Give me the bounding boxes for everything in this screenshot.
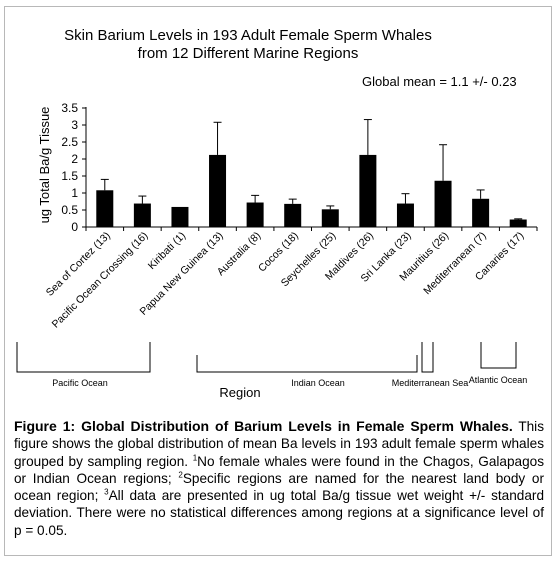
caption-text-a: This figure shows the global distributio… [14,419,544,469]
bar [434,180,452,227]
global-mean-annotation: Global mean = 1.1 +/- 0.23 [362,74,517,89]
x-tick-label: Sea of Cortez (13) [44,230,113,299]
x-axis-label: Region [219,385,260,400]
y-tick-label: 1.5 [61,169,78,183]
bar [359,154,377,227]
footnote-marker-1: 1 [192,453,198,463]
bar [284,203,302,227]
x-tick-labels: Sea of Cortez (13)Pacific Ocean Crossing… [44,230,527,331]
y-tick-label: 3.5 [61,101,78,115]
bar [472,198,490,227]
region-group-label: Pacific Ocean [52,378,108,388]
footnote-marker-2: 2 [178,470,183,480]
bar [509,219,527,227]
region-bracket [421,342,434,373]
bar [321,209,339,227]
caption-title: Figure 1: Global Distribution of Barium … [14,418,513,434]
region-bracket [196,355,418,373]
region-bracket [16,342,151,373]
bar [96,190,114,227]
chart-title-line1: Skin Barium Levels in 193 Adult Female S… [64,27,432,44]
y-tick-label: 0.5 [61,203,78,217]
y-tick-label: 3 [71,118,78,132]
y-ticks: 0 0.5 1 1.5 2 2.5 3 3.5 [61,101,86,234]
bars [96,154,527,227]
caption-text-c: Specific regions are named for the neare… [14,470,544,504]
region-group-brackets: Pacific Ocean Indian Ocean Mediterranean S… [16,342,528,388]
caption-text-d: All data are presented in ug total Ba/g … [14,488,544,538]
bar [171,206,189,227]
region-group-label: Atlantic Ocean [469,375,528,385]
chart-title-line2: from 12 Different Marine Regions [138,45,359,62]
figure-frame [4,6,552,556]
figure-caption: Figure 1: Global Distribution of Barium … [14,418,544,539]
bar [209,154,227,227]
axes [85,107,538,231]
y-tick-label: 2 [71,152,78,166]
caption-text-b: No female whales were found in the Chago… [14,453,544,486]
region-group-label: Mediterranean Sea [392,378,469,388]
y-tick-label: 2.5 [61,135,78,149]
bar [396,203,414,227]
y-tick-label: 1 [71,186,78,200]
bar [246,202,264,227]
bar [133,203,151,227]
bar-chart: Skin Barium Levels in 193 Adult Female S… [16,27,538,400]
region-bracket [480,342,517,369]
footnote-marker-3: 3 [104,487,109,497]
y-axis-label: ug Total Ba/g Tissue [37,107,52,224]
region-group-label: Indian Ocean [291,378,345,388]
y-tick-label: 0 [71,220,78,234]
error-bars [100,119,523,220]
